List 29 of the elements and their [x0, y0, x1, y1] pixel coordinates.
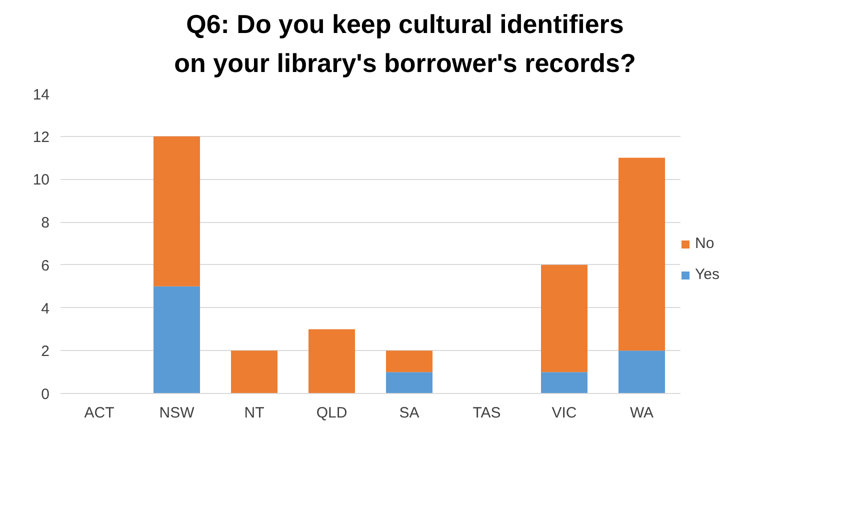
x-tick-label: TAS	[472, 404, 501, 422]
x-tick-label: NT	[244, 404, 264, 422]
legend-label: Yes	[695, 266, 720, 283]
x-tick-label: VIC	[552, 404, 577, 422]
y-tick-label: 14	[32, 86, 50, 104]
y-tick-label: 6	[41, 257, 50, 274]
chart-title: Q6: Do you keep cultural identifiers on your library's borrower's records?	[174, 8, 636, 80]
legend-label: No	[695, 235, 715, 252]
bar	[154, 286, 200, 394]
y-tick-label: 0	[41, 386, 50, 403]
x-tick-label: ACT	[84, 404, 114, 422]
x-tick-label: NSW	[159, 404, 196, 422]
bar	[618, 350, 665, 394]
bar	[386, 372, 432, 394]
y-tick-label: 2	[41, 343, 50, 360]
x-tick-label: WA	[630, 404, 654, 422]
bar	[154, 136, 200, 286]
bar	[618, 158, 665, 351]
x-tick-label: QLD	[316, 404, 348, 422]
bar	[308, 329, 355, 394]
y-tick-label: 8	[41, 214, 50, 232]
y-tick-label: 4	[41, 300, 50, 318]
bar	[541, 264, 588, 372]
bar	[386, 350, 432, 372]
y-tick-label: 10	[32, 172, 50, 189]
bar	[231, 350, 278, 394]
y-tick-label: 12	[32, 128, 50, 146]
x-tick-label: SA	[399, 404, 420, 422]
bar	[541, 372, 588, 394]
